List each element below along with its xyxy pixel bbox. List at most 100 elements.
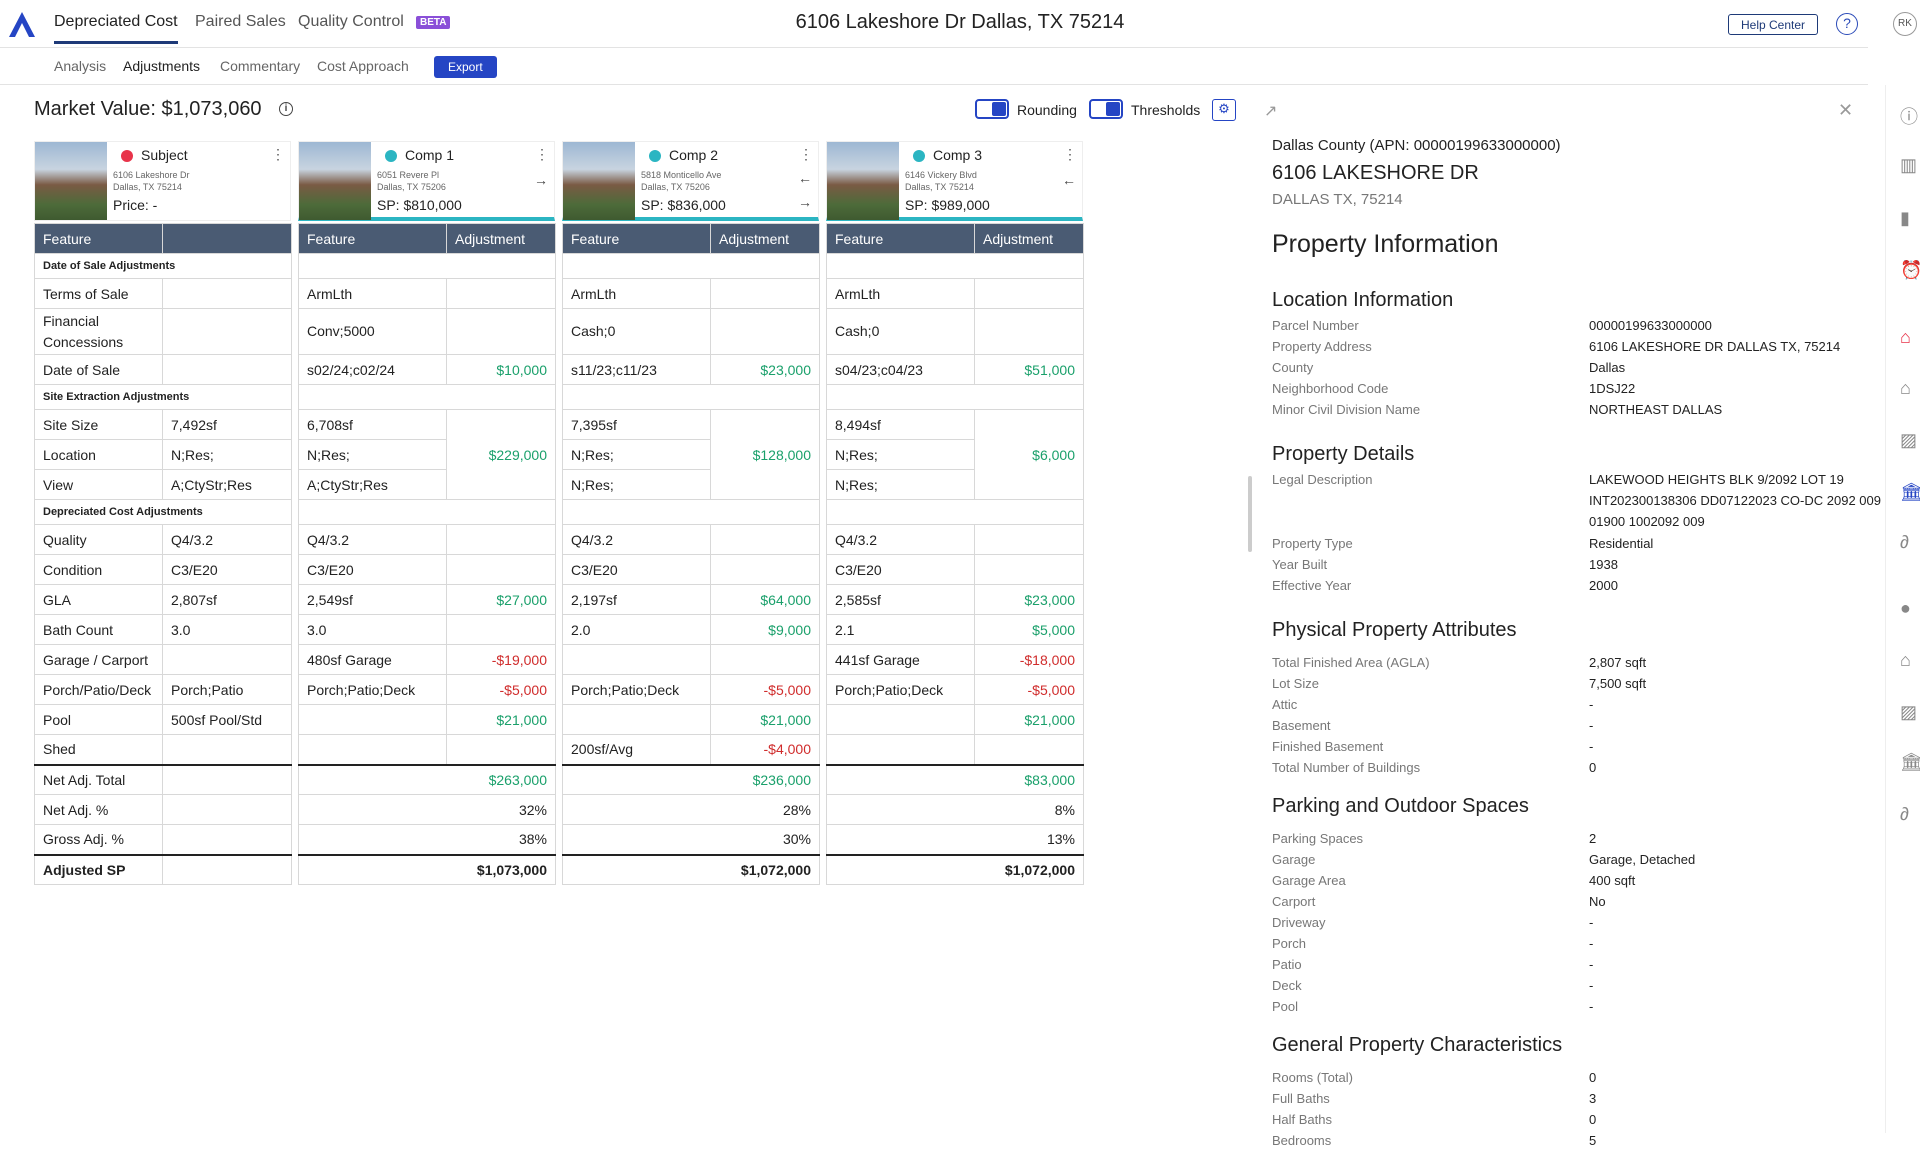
info-icon[interactable]: ⓘ	[1900, 107, 1918, 127]
thresholds-toggle[interactable]	[1089, 99, 1123, 119]
adjustment-value[interactable]	[710, 524, 820, 555]
adjustment-value[interactable]	[446, 308, 556, 355]
adjustment-value[interactable]: $21,000	[446, 704, 556, 735]
more-menu-icon[interactable]: ⋮	[535, 146, 549, 162]
comp-value[interactable]	[562, 704, 711, 735]
house-icon[interactable]: ⌂	[1900, 378, 1911, 398]
external-link-icon[interactable]: ↗	[1264, 103, 1278, 120]
comp-value[interactable]: Q4/3.2	[562, 524, 711, 555]
comp-value[interactable]: 2,197sf	[562, 584, 711, 615]
subject-card[interactable]: Subject 6106 Lakeshore Dr Dallas, TX 752…	[34, 141, 291, 221]
comp-value[interactable]: s02/24;c02/24	[298, 354, 447, 385]
adjustment-value[interactable]	[446, 524, 556, 555]
more-menu-icon[interactable]: ⋮	[799, 146, 813, 162]
comp-value[interactable]: Porch;Patio;Deck	[298, 674, 447, 705]
adjustment-value[interactable]	[446, 614, 556, 645]
comp-value[interactable]: N;Res;	[562, 469, 711, 500]
comp-value[interactable]: N;Res;	[826, 439, 975, 470]
comp-value[interactable]: Q4/3.2	[298, 524, 447, 555]
bar-chart-icon[interactable]: ▮	[1900, 208, 1910, 228]
tab-depreciated-cost[interactable]: Depreciated Cost	[54, 13, 178, 44]
site-adjustment-value[interactable]: $128,000	[710, 409, 820, 500]
adjustment-value[interactable]: $10,000	[446, 354, 556, 385]
adjustment-value[interactable]: $23,000	[974, 584, 1084, 615]
comp3-card[interactable]: Comp 3 6146 Vickery Blvd Dallas, TX 7521…	[826, 141, 1083, 221]
arrow-left-icon[interactable]: ←	[798, 170, 812, 186]
home-alert-icon[interactable]: ⌂	[1900, 327, 1911, 347]
comp-value[interactable]: A;CtyStr;Res	[298, 469, 447, 500]
close-icon[interactable]: ✕	[1838, 100, 1854, 120]
tab-paired-sales[interactable]: Paired Sales	[195, 13, 286, 30]
image-icon[interactable]: ▨	[1900, 430, 1918, 450]
subtab-adjustments[interactable]: Adjustments	[123, 58, 201, 74]
more-menu-icon[interactable]: ⋮	[271, 146, 285, 162]
logo-icon[interactable]	[6, 9, 38, 39]
bank-icon[interactable]: 🏛	[1900, 482, 1920, 502]
comp-value[interactable]: C3/E20	[562, 554, 711, 585]
avatar[interactable]: RK	[1893, 12, 1917, 36]
arrow-right-icon[interactable]: →	[534, 172, 548, 188]
rounding-toggle[interactable]	[975, 99, 1009, 119]
comp-value[interactable]: C3/E20	[826, 554, 975, 585]
comp1-card[interactable]: Comp 1 6051 Revere Pl Dallas, TX 75206 S…	[298, 141, 555, 221]
adjustment-value[interactable]	[446, 278, 556, 309]
bank-icon[interactable]: 🏛	[1900, 752, 1920, 772]
site-adjustment-value[interactable]: $229,000	[446, 409, 556, 500]
comp-value[interactable]: s11/23;c11/23	[562, 354, 711, 385]
comp-value[interactable]: ArmLth	[562, 278, 711, 309]
adjustment-value[interactable]: -$5,000	[710, 674, 820, 705]
adjustment-value[interactable]: $9,000	[710, 614, 820, 645]
comp-value[interactable]: Q4/3.2	[826, 524, 975, 555]
adjustment-value[interactable]: $21,000	[974, 704, 1084, 735]
adjustment-value[interactable]	[710, 278, 820, 309]
adjustment-value[interactable]	[974, 278, 1084, 309]
link-icon[interactable]: ∂	[1900, 532, 1909, 552]
subtab-analysis[interactable]: Analysis	[54, 58, 107, 74]
adjustment-value[interactable]: -$18,000	[974, 644, 1084, 675]
adjustment-value[interactable]: $51,000	[974, 354, 1084, 385]
comp-value[interactable]	[562, 644, 711, 675]
subtab-commentary[interactable]: Commentary	[220, 58, 301, 74]
subtab-cost-approach[interactable]: Cost Approach	[317, 58, 409, 74]
comp-value[interactable]: N;Res;	[298, 439, 447, 470]
comp-value[interactable]: 7,395sf	[562, 409, 711, 440]
comp-value[interactable]: C3/E20	[298, 554, 447, 585]
adjustment-value[interactable]	[446, 554, 556, 585]
help-center-button[interactable]: Help Center	[1728, 14, 1819, 35]
adjustment-value[interactable]	[710, 644, 820, 675]
adjustment-value[interactable]: -$5,000	[446, 674, 556, 705]
adjustment-value[interactable]: $21,000	[710, 704, 820, 735]
settings-gear-icon[interactable]: ⚙	[1212, 99, 1236, 121]
adjustment-value[interactable]	[710, 308, 820, 355]
adjustment-value[interactable]	[974, 308, 1084, 355]
help-icon[interactable]: ?	[1836, 13, 1858, 35]
more-menu-icon[interactable]: ⋮	[1063, 146, 1077, 162]
comp-value[interactable]: 441sf Garage	[826, 644, 975, 675]
comp-value[interactable]: ArmLth	[826, 278, 975, 309]
adjustment-value[interactable]	[974, 524, 1084, 555]
comp-value[interactable]: 8,494sf	[826, 409, 975, 440]
info-icon[interactable]: i	[279, 102, 293, 116]
comp-value[interactable]: 2,549sf	[298, 584, 447, 615]
comp-value[interactable]: N;Res;	[562, 439, 711, 470]
comp-value[interactable]: Conv;5000	[298, 308, 447, 355]
adjustment-value[interactable]	[710, 554, 820, 585]
adjustment-value[interactable]	[446, 734, 556, 765]
comp-value[interactable]: 480sf Garage	[298, 644, 447, 675]
map-icon[interactable]: ▥	[1900, 155, 1918, 175]
comp2-card[interactable]: Comp 2 5818 Monticello Ave Dallas, TX 75…	[562, 141, 819, 221]
comp-value[interactable]: 6,708sf	[298, 409, 447, 440]
comp-value[interactable]	[826, 704, 975, 735]
arrow-right-icon[interactable]: →	[798, 194, 812, 210]
image-icon[interactable]: ▨	[1900, 702, 1918, 722]
comp-value[interactable]: N;Res;	[826, 469, 975, 500]
adjustment-value[interactable]: $27,000	[446, 584, 556, 615]
comp-value[interactable]: 3.0	[298, 614, 447, 645]
comp-value[interactable]	[826, 734, 975, 765]
comp-value[interactable]: ArmLth	[298, 278, 447, 309]
comp-value[interactable]	[298, 704, 447, 735]
comp-value[interactable]: Porch;Patio;Deck	[562, 674, 711, 705]
tab-quality-control[interactable]: Quality Control	[298, 13, 404, 30]
alarm-icon[interactable]: ⏰	[1900, 260, 1920, 280]
export-button[interactable]: Export	[434, 56, 497, 78]
